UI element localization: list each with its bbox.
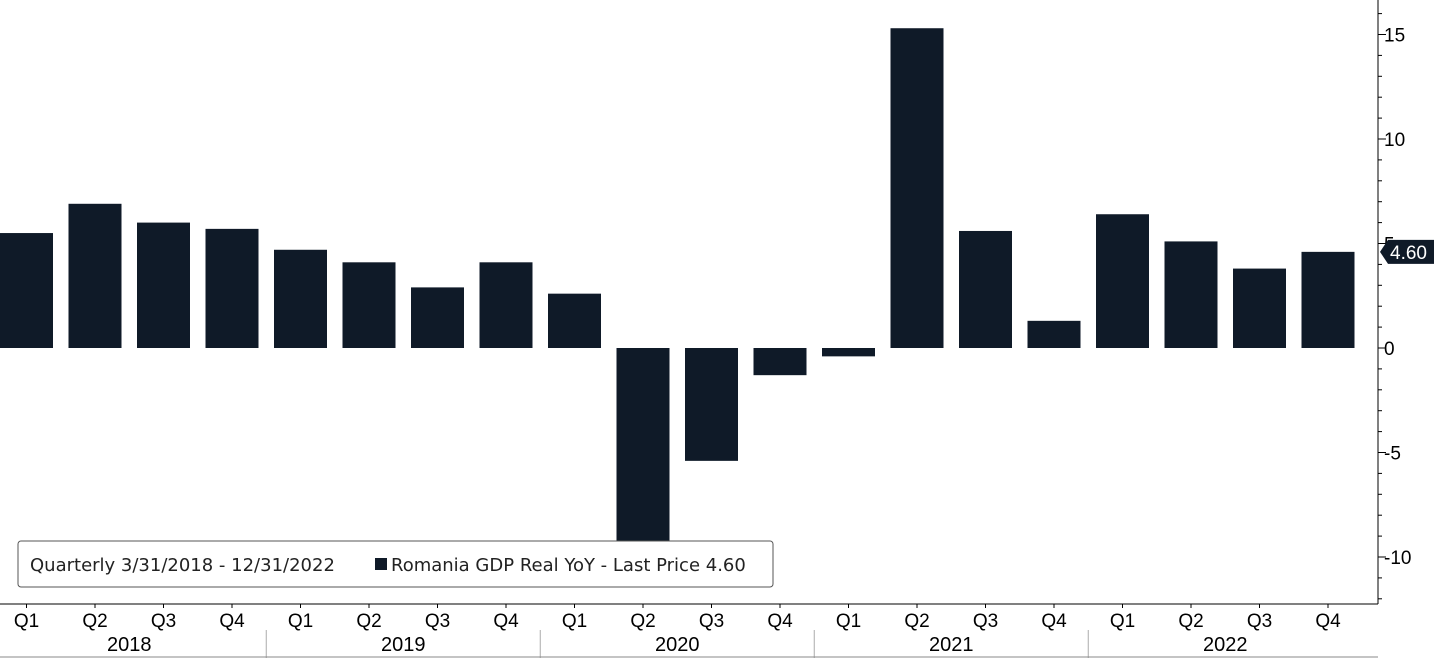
x-tick-label: Q2: [82, 611, 107, 632]
y-tick-label: 10: [1384, 130, 1405, 151]
bar: [890, 28, 944, 348]
x-tick-label: Q4: [1315, 611, 1341, 632]
bar: [548, 293, 601, 348]
bar: [959, 230, 1012, 348]
x-tick-label: Q2: [356, 611, 381, 632]
bar: [1164, 241, 1218, 348]
bar: [685, 348, 738, 461]
x-tick-label: Q1: [562, 611, 587, 632]
x-tick-label: Q3: [425, 611, 450, 632]
x-tick-label: Q1: [836, 611, 861, 632]
bar: [616, 348, 670, 553]
x-tick-label: Q1: [1110, 611, 1135, 632]
bar: [0, 233, 53, 348]
bar: [1096, 214, 1149, 348]
y-tick-label: 0: [1384, 339, 1395, 360]
y-axis: 151050-5-10: [1377, 0, 1411, 604]
x-tick-label: Q4: [493, 611, 519, 632]
bar: [205, 228, 259, 348]
year-label: 2022: [1203, 634, 1248, 656]
bar: [822, 348, 875, 357]
year-label: 2021: [929, 634, 974, 656]
year-label: 2020: [655, 634, 700, 656]
x-tick-label: Q3: [151, 611, 176, 632]
x-tick-label: Q4: [219, 611, 245, 632]
x-tick-label: Q1: [288, 611, 313, 632]
bar: [479, 262, 533, 348]
bar: [1301, 251, 1355, 348]
bar: [274, 249, 327, 348]
x-axis: Q1 Q2 Q3 Q4 Q1 Q2 Q3 Q4 Q1 Q2 Q3 Q4 Q1 Q2 Q3 Q4 Q1 Q2 Q3 Q4…: [0, 603, 1378, 658]
x-tick-label: Q2: [630, 611, 655, 632]
bar: [411, 287, 464, 348]
y-tick-label: -10: [1384, 548, 1411, 569]
bar: [68, 203, 122, 348]
year-label: 2018: [107, 634, 152, 656]
legend-period-text: Quarterly 3/31/2018 - 12/31/2022: [30, 555, 335, 576]
bar: [137, 222, 190, 348]
last-price-background: [1380, 239, 1434, 264]
last-price-label: 4.60: [1390, 243, 1427, 264]
y-tick-label: -5: [1384, 444, 1401, 465]
year-label: 2019: [381, 634, 426, 656]
bar: [1027, 320, 1081, 348]
x-tick-label: Q4: [1041, 611, 1067, 632]
x-tick-label: Q1: [14, 611, 39, 632]
legend-series-text: Romania GDP Real YoY - Last Price 4.60: [391, 555, 746, 576]
x-tick-label: Q3: [1247, 611, 1272, 632]
x-tick-label: Q2: [1178, 611, 1203, 632]
x-tick-label: Q4: [767, 611, 793, 632]
x-tick-label: Q3: [699, 611, 724, 632]
bar: [1233, 268, 1286, 348]
legend-box: [17, 540, 774, 588]
bar: [753, 348, 807, 376]
legend: Quarterly 3/31/2018 - 12/31/2022 Romania…: [17, 540, 774, 588]
y-tick-label: 15: [1384, 26, 1405, 47]
x-tick-label: Q2: [904, 611, 929, 632]
bars-layer: [0, 28, 1355, 553]
x-tick-label: Q3: [973, 611, 998, 632]
bar: [342, 262, 396, 348]
last-price-marker: 4.60: [1380, 239, 1434, 264]
legend-series-swatch: [375, 558, 387, 570]
